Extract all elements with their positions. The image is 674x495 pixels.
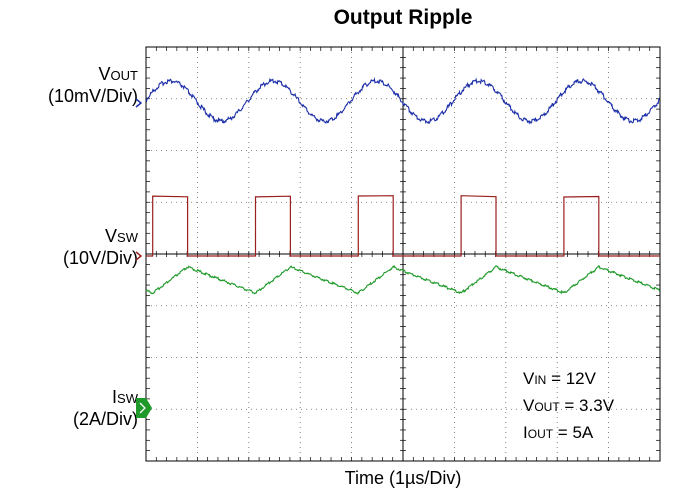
x-axis-label: Time (1µs/Div) (344, 468, 462, 488)
isw-trace (145, 264, 661, 296)
condition-iout: IOUT = 5A (523, 423, 594, 442)
vout-scale: (10mV/Div) (47, 86, 138, 106)
isw-channel-label: ISW (2A/Div) (73, 387, 138, 430)
vsw-trace (146, 195, 660, 257)
channel-markers (135, 98, 152, 418)
isw-scale: (2A/Div) (72, 409, 138, 429)
vout-trace (145, 77, 661, 125)
isw-subscript: SW (117, 391, 138, 406)
vout-marker (135, 98, 143, 108)
scope-traces (145, 77, 661, 296)
condition-vout: VOUT = 3.3V (523, 396, 615, 415)
chart-title: Output Ripple (333, 6, 473, 29)
vout-subscript: OUT (110, 68, 138, 83)
isw-marker (136, 398, 152, 418)
vout-symbol: V (98, 64, 111, 84)
isw-marker-glyph (139, 402, 146, 414)
condition-vin: VIN = 12V (523, 369, 596, 388)
vout-channel-label: VOUT (10mV/Div) (48, 64, 138, 107)
test-conditions: VIN = 12V VOUT = 3.3V IOUT = 5A (523, 366, 614, 447)
scope-grid (145, 46, 661, 462)
vsw-scale: (10V/Div) (62, 248, 138, 268)
vsw-subscript: SW (117, 230, 138, 245)
vsw-channel-label: VSW (10V/Div) (63, 226, 138, 269)
vsw-symbol: V (105, 226, 118, 246)
isw-symbol: I (112, 387, 118, 407)
vsw-marker (135, 251, 143, 261)
